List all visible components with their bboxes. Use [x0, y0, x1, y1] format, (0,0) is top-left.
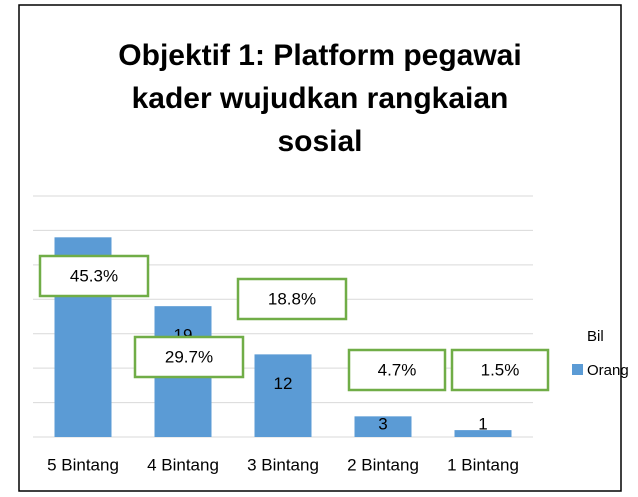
annotation: 45.3%: [70, 266, 118, 285]
x-tick-label: 4 Bintang: [147, 455, 219, 474]
annotation-box: [347, 348, 447, 392]
data-label: 12: [274, 374, 293, 393]
annotation-box: [133, 335, 245, 379]
annotation: 4.7%: [378, 360, 417, 379]
data-label: 1: [478, 414, 487, 433]
chart-title: Objektif 1: Platform pegawai kader wujud…: [118, 39, 522, 158]
annotation-box: [236, 277, 348, 321]
annotation-box: [450, 348, 550, 392]
x-tick-label: 1 Bintang: [447, 455, 519, 474]
bar: [354, 416, 412, 437]
x-tick-label: 3 Bintang: [247, 455, 319, 474]
annotation: 18.8%: [268, 289, 316, 308]
legend-label: Bil Orang: [587, 328, 629, 379]
data-label: 3: [378, 414, 387, 433]
bar: [254, 354, 312, 437]
x-tick-label: 5 Bintang: [47, 455, 119, 474]
annotation: 1.5%: [481, 360, 520, 379]
frame: [18, 4, 622, 492]
legend-swatch: [572, 364, 583, 375]
annotation: 29.7%: [165, 347, 213, 366]
x-tick-label: 2 Bintang: [347, 455, 419, 474]
bar: [454, 430, 512, 437]
legend: Bil Orang: [572, 320, 637, 388]
annotation-box: [38, 254, 150, 298]
